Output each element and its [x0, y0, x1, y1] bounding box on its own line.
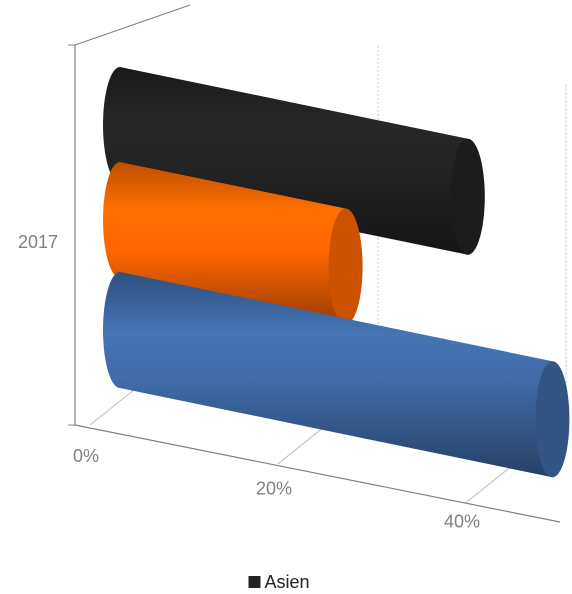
x-tick-label: 40%	[444, 511, 480, 531]
bar-body	[103, 272, 553, 478]
bar-body	[103, 67, 468, 255]
bar-end	[535, 361, 570, 478]
legend-swatch	[248, 576, 261, 588]
legend-label: Asien	[265, 572, 310, 592]
bar	[103, 67, 485, 255]
floor-edge	[74, 424, 561, 523]
x-tick-label: 0%	[73, 446, 99, 466]
axes-frame	[68, 4, 191, 426]
bar-end	[450, 138, 485, 255]
bar-end	[328, 208, 363, 325]
bar	[103, 272, 570, 478]
wall-edge	[74, 4, 191, 46]
x-tick-label: 20%	[256, 479, 292, 499]
y-tick-label: 2017	[18, 232, 58, 252]
